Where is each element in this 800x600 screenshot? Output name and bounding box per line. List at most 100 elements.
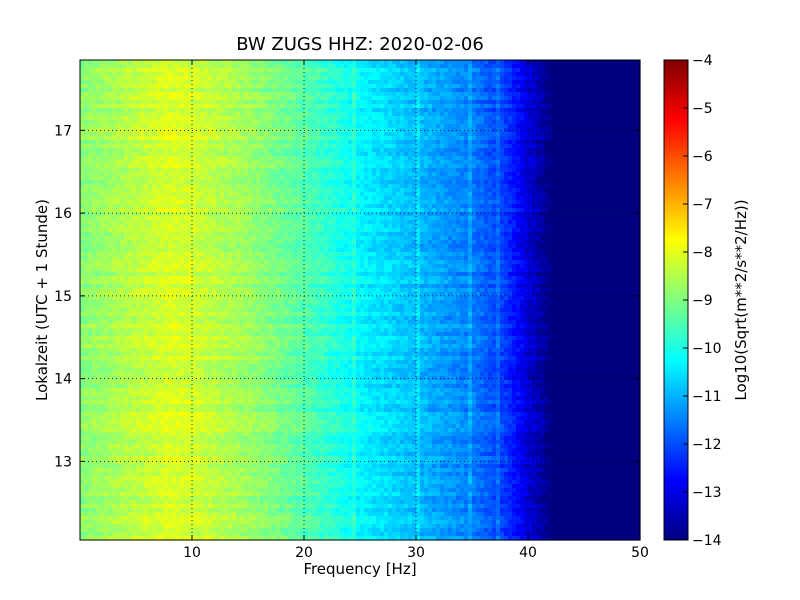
heatmap-cell (344, 164, 349, 169)
heatmap-cell (216, 156, 221, 161)
heatmap-cell (456, 200, 461, 205)
heatmap-cell (392, 132, 397, 137)
heatmap-cell (484, 92, 489, 97)
heatmap-cell (152, 60, 157, 65)
heatmap-cell (132, 112, 137, 117)
heatmap-cell (444, 116, 449, 121)
heatmap-cell (80, 80, 85, 85)
heatmap-cell (440, 192, 445, 197)
heatmap-cell (408, 200, 413, 205)
heatmap-cell (304, 200, 309, 205)
heatmap-cell (364, 164, 369, 169)
heatmap-cell (616, 156, 621, 161)
heatmap-cell (296, 128, 301, 133)
heatmap-cell (464, 184, 469, 189)
heatmap-cell (436, 136, 441, 141)
heatmap-cell (460, 144, 465, 149)
heatmap-cell (392, 148, 397, 153)
heatmap-cell (252, 76, 257, 81)
heatmap-cell (108, 132, 113, 137)
heatmap-cell (256, 120, 261, 125)
heatmap-cell (588, 100, 593, 105)
heatmap-cell (276, 176, 281, 181)
heatmap-cell (152, 88, 157, 93)
heatmap-cell (356, 156, 361, 161)
heatmap-cell (100, 76, 105, 81)
heatmap-cell (624, 184, 629, 189)
heatmap-cell (88, 60, 93, 65)
heatmap-cell (364, 72, 369, 77)
heatmap-cell (252, 84, 257, 89)
heatmap-cell (328, 84, 333, 89)
heatmap-cell (584, 60, 589, 65)
heatmap-cell (120, 120, 125, 125)
heatmap-cell (548, 184, 553, 189)
heatmap-cell (452, 200, 457, 205)
heatmap-cell (412, 80, 417, 85)
heatmap-cell (380, 172, 385, 177)
heatmap-cell (608, 108, 613, 113)
heatmap-cell (276, 172, 281, 177)
heatmap-cell (568, 184, 573, 189)
heatmap-cell (416, 140, 421, 145)
heatmap-cell (456, 184, 461, 189)
heatmap-cell (276, 84, 281, 89)
heatmap-cell (136, 88, 141, 93)
heatmap-cell (408, 140, 413, 145)
heatmap-cell (116, 200, 121, 205)
heatmap-cell (276, 96, 281, 101)
heatmap-cell (552, 176, 557, 181)
heatmap-cell (204, 144, 209, 149)
heatmap-cell (272, 112, 277, 117)
heatmap-cell (436, 140, 441, 145)
heatmap-cell (120, 164, 125, 169)
heatmap-cell (556, 156, 561, 161)
heatmap-cell (620, 64, 625, 69)
heatmap-cell (528, 184, 533, 189)
heatmap-cell (364, 104, 369, 109)
heatmap-cell (364, 192, 369, 197)
heatmap-cell (576, 76, 581, 81)
heatmap-cell (596, 184, 601, 189)
heatmap-cell (92, 92, 97, 97)
heatmap-cell (548, 144, 553, 149)
heatmap-cell (328, 60, 333, 65)
heatmap-cell (592, 148, 597, 153)
heatmap-cell (372, 176, 377, 181)
heatmap-cell (240, 160, 245, 165)
heatmap-cell (168, 104, 173, 109)
heatmap-cell (424, 124, 429, 129)
heatmap-cell (280, 80, 285, 85)
heatmap-cell (280, 176, 285, 181)
heatmap-cell (552, 184, 557, 189)
heatmap-cell (480, 148, 485, 153)
heatmap-cell (88, 88, 93, 93)
heatmap-cell (272, 76, 277, 81)
heatmap-cell (624, 136, 629, 141)
heatmap-cell (404, 120, 409, 125)
heatmap-cell (452, 100, 457, 105)
heatmap-cell (420, 192, 425, 197)
heatmap-cell (364, 84, 369, 89)
heatmap-cell (392, 140, 397, 145)
heatmap-cell (192, 100, 197, 105)
heatmap-cell (124, 200, 129, 205)
heatmap-cell (192, 168, 197, 173)
heatmap-cell (552, 72, 557, 77)
heatmap-cell (256, 92, 261, 97)
heatmap-cell (252, 176, 257, 181)
heatmap-cell (420, 96, 425, 101)
heatmap-cell (172, 68, 177, 73)
heatmap-cell (568, 172, 573, 177)
heatmap-cell (240, 124, 245, 129)
heatmap-cell (424, 156, 429, 161)
heatmap-cell (296, 188, 301, 193)
heatmap-cell (256, 192, 261, 197)
heatmap-cell (340, 104, 345, 109)
heatmap-cell (448, 68, 453, 73)
heatmap-cell (324, 96, 329, 101)
heatmap-cell (436, 192, 441, 197)
heatmap-cell (484, 104, 489, 109)
heatmap-cell (460, 100, 465, 105)
heatmap-cell (420, 132, 425, 137)
